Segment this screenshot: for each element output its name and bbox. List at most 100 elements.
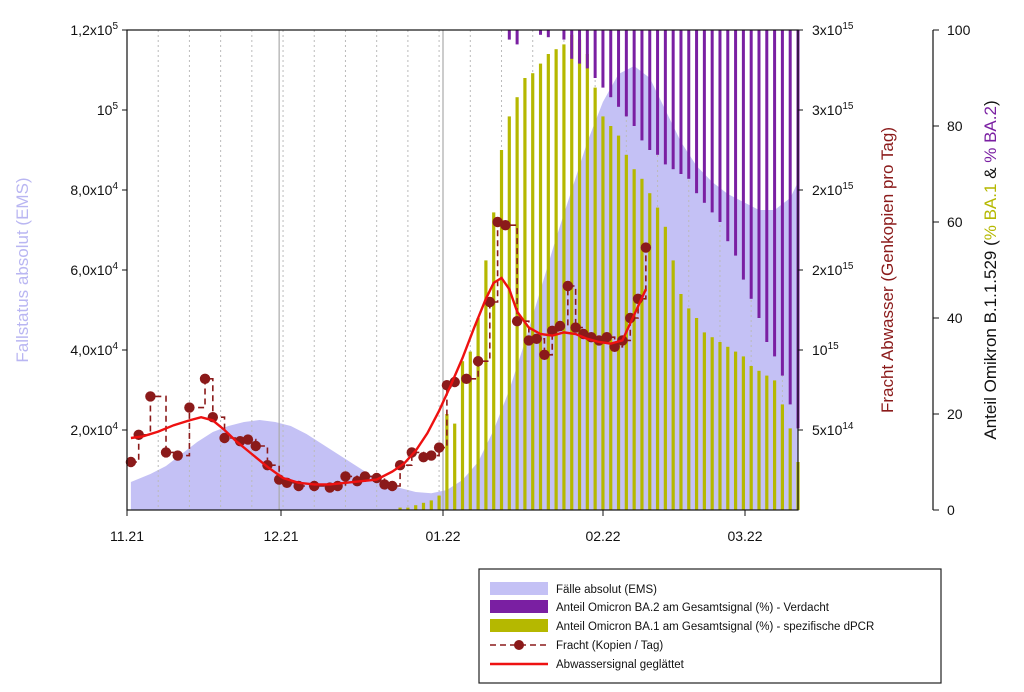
- ba1-bar: [694, 318, 699, 510]
- ba1-bar: [593, 87, 597, 510]
- ba1-bar: [679, 294, 683, 510]
- fracht-point: [125, 456, 137, 468]
- middle-axis-title: Fracht Abwasser (Genkopien pro Tag): [878, 127, 897, 413]
- ba2-bar: [679, 30, 683, 174]
- ba2-bar: [788, 30, 792, 405]
- ba2-bar: [663, 30, 667, 165]
- plot-area: [125, 30, 800, 511]
- fracht-point: [531, 333, 542, 344]
- legend-swatch: [490, 582, 548, 595]
- ba1-bar: [609, 126, 613, 510]
- ba1-bar: [663, 226, 667, 511]
- ba1-bar: [414, 505, 418, 510]
- fracht-point: [160, 447, 172, 458]
- ba2-bar: [601, 30, 605, 88]
- ba1-bar: [640, 178, 644, 511]
- ba2-bar: [687, 30, 691, 179]
- smoothed-line-layer: [130, 276, 647, 486]
- legend-label: Fracht (Kopien / Tag): [556, 640, 663, 652]
- ba1-bar: [554, 49, 558, 510]
- fracht-point: [418, 452, 429, 463]
- fracht-series-layer: [125, 216, 652, 493]
- legend-label: Abwassersignal geglättet: [556, 659, 685, 671]
- fracht-point: [359, 471, 371, 482]
- x-tick-label: 11.21: [110, 528, 144, 544]
- mid-tick-label: 2x1015: [812, 261, 854, 278]
- ba1-bar: [507, 116, 511, 511]
- legend-box: [478, 568, 942, 684]
- ba1-bar: [546, 54, 550, 510]
- ba1-bar: [718, 342, 722, 510]
- left-tick-label: 105: [97, 101, 119, 118]
- ba2-bar: [585, 30, 589, 69]
- axes-layer: 2,0x104 4,0x104 6,0x104 8,0x104 105 1,2x105 5x…: [70, 21, 970, 544]
- right-tick-label: 60: [947, 214, 963, 230]
- ba2-bar: [632, 30, 636, 126]
- ba2-bar: [695, 30, 699, 194]
- ba2-bar: [640, 30, 644, 141]
- fracht-point: [492, 216, 503, 228]
- smoothed-line: [130, 276, 647, 486]
- ba2-bar: [648, 30, 652, 150]
- x-tick-label: 12.21: [263, 528, 298, 544]
- ba2-bar: [515, 30, 519, 45]
- ba2-bar: [734, 30, 738, 256]
- ba1-bar: [733, 351, 738, 510]
- legend: Fälle absolut (EMS) Anteil Omicron BA.2 a…: [478, 568, 942, 684]
- ba1-bar: [437, 495, 441, 510]
- fracht-point: [145, 391, 156, 402]
- ba2-bar: [609, 30, 613, 98]
- ba2-bar: [617, 30, 621, 107]
- left-axis-title: Fallstatus absolut (EMS): [13, 177, 32, 362]
- legend-label: Anteil Omicron BA.1 am Gesamtsignal (%) …: [556, 621, 874, 633]
- left-tick-label: 6,0x104: [70, 261, 118, 278]
- ba1-bar: [406, 507, 410, 510]
- ba1-bar: [492, 212, 496, 510]
- x-tick-label: 03.22: [727, 528, 762, 544]
- ba1-bar: [429, 500, 433, 510]
- fracht-point: [379, 479, 390, 490]
- fracht-point: [172, 450, 183, 461]
- fracht-point: [554, 320, 566, 332]
- legend-swatch: [490, 600, 548, 613]
- ba2-bar: [507, 30, 511, 40]
- fracht-point: [340, 471, 351, 482]
- ba2-bar: [741, 30, 745, 280]
- ba2-bar: [671, 30, 675, 170]
- ba1-bar: [757, 370, 761, 510]
- ba2-bar: [539, 30, 543, 35]
- ba1-bar: [421, 502, 426, 510]
- fracht-point: [426, 450, 437, 461]
- ba1-bar: [765, 375, 769, 510]
- ba1-bar: [460, 361, 465, 510]
- mid-tick-label: 3x1015: [812, 21, 854, 38]
- right-tick-label: 20: [947, 406, 963, 422]
- fracht-point: [184, 402, 195, 413]
- ba1-bar: [476, 318, 480, 510]
- fracht-point: [562, 280, 574, 292]
- ba1-bar: [484, 260, 488, 510]
- ba2-bar: [710, 30, 714, 213]
- legend-swatch-marker: [514, 640, 524, 650]
- ba2-bar: [757, 30, 761, 318]
- ba1-bar: [531, 73, 535, 510]
- ba2-bar: [570, 30, 574, 59]
- right-tick-label: 40: [947, 310, 963, 326]
- ba2-bar: [765, 30, 769, 342]
- ba1-bar: [671, 260, 675, 510]
- legend-swatch: [490, 619, 548, 632]
- mid-tick-label: 2x1015: [812, 181, 854, 198]
- x-tick-label: 01.22: [425, 528, 460, 544]
- ba1-bar: [726, 346, 730, 510]
- right-tick-label: 0: [947, 502, 955, 518]
- ba1-bar: [788, 428, 792, 510]
- left-tick-label: 2,0x104: [70, 421, 118, 438]
- ba1-bar: [655, 207, 660, 510]
- ba1-bar: [499, 150, 504, 510]
- ba2-bar: [578, 30, 582, 64]
- ba1-bar: [780, 404, 784, 510]
- fracht-point: [472, 356, 484, 367]
- ba2-bar: [780, 30, 784, 376]
- ba1-bar: [445, 414, 449, 510]
- cases-area: [130, 66, 798, 510]
